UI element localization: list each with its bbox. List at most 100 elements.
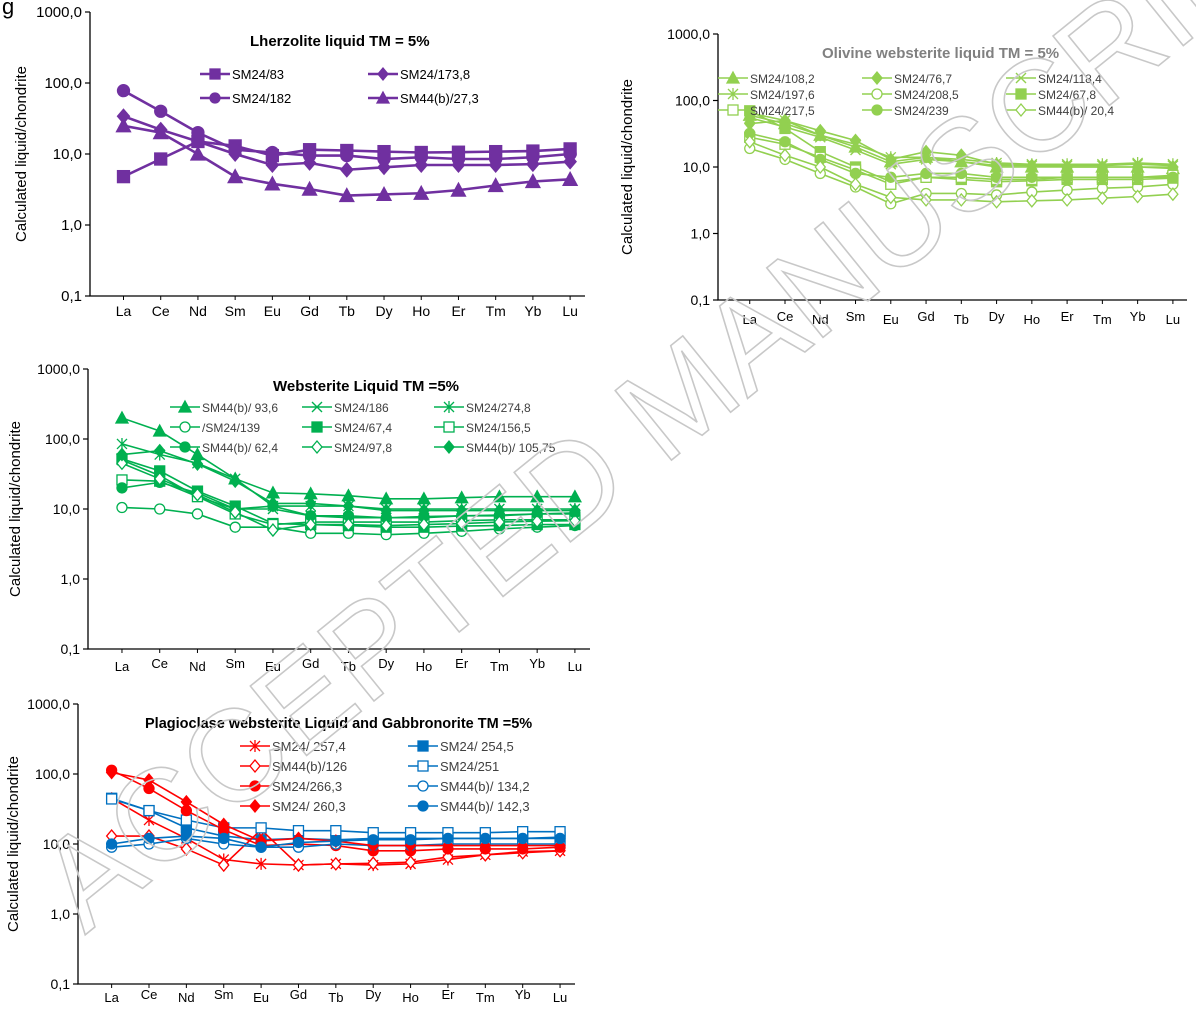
data-point [849,167,862,180]
data-point [414,150,428,164]
legend-marker [417,780,429,792]
legend-marker [311,421,323,433]
data-point [380,503,393,518]
data-point [267,496,279,511]
data-point [255,841,267,853]
legend-label-sm24-76-7: SM24/76,7 [894,72,952,86]
x-tick-label-tm: Tm [486,303,506,319]
x-tick-label-la: La [104,990,119,1005]
data-point [455,503,468,518]
data-point [116,169,131,184]
data-point [375,186,393,202]
data-point [116,501,128,514]
data-point [191,125,205,140]
legend-label-sm24-83: SM24/83 [232,67,284,82]
series-sm24-197-6 [744,106,1179,171]
data-point [1096,191,1109,206]
legend-label-sm24-239: SM24/239 [894,104,949,118]
data-point [342,499,355,514]
series-sm44-b-20-4 [743,134,1179,209]
x-tick-label-lu: Lu [562,303,578,319]
chart-svg: 0,1 1,0 10,0 100,0 1000,0 La Ce Nd Sm Eu Gd Tb Dy Ho E… [5,696,575,1005]
x-tick-label-tm: Tm [490,659,509,674]
data-point [779,148,791,163]
y-tick-label: 1000,0 [37,361,80,377]
data-point [1096,171,1109,183]
data-point [569,513,581,528]
legend-marker [727,88,739,100]
data-point [517,832,529,845]
x-tick-label-ce: Ce [151,656,168,671]
legend-marker [249,758,261,774]
x-tick-label-yb: Yb [1130,309,1146,324]
data-point [292,836,305,849]
x-tick-label-eu: Eu [265,659,281,674]
x-tick-label-gd: Gd [917,309,934,324]
data-point [920,167,932,180]
data-point [380,518,393,533]
data-point [330,835,342,847]
x-tick-label-tb: Tb [341,659,356,674]
series-sm24-239 [744,127,1179,183]
legend-marker [725,70,741,84]
data-point [814,159,827,175]
legend-label-sm24-260-3: SM24/ 260,3 [272,799,346,814]
legend-label-sm24-257-4: SM24/ 257,4 [272,739,346,754]
x-tick-label-ce: Ce [777,309,794,324]
data-point [1167,158,1179,171]
data-point [990,171,1003,183]
x-tick-label-er: Er [1061,309,1075,324]
data-point [143,773,155,788]
data-point [562,170,579,186]
legend-label-sm24-173-8: SM24/173,8 [400,67,470,82]
data-point [180,841,193,856]
series-sm44-b-27-3 [115,117,579,203]
legend-marker [1015,72,1027,84]
data-point [338,187,355,203]
legend-marker [209,92,221,104]
data-point [849,177,862,192]
data-point [191,487,204,502]
legend-marker [377,66,389,82]
data-point [342,517,355,532]
data-point [487,177,504,193]
x-tick-label-yb: Yb [529,656,545,671]
legend-label-sm24-182: SM24/182 [232,91,291,106]
legend-label-sm44-b-27-3: SM44(b)/27,3 [400,91,479,106]
legend-marker [1015,102,1027,118]
y-tick-label: 1,0 [61,217,82,234]
legend-marker [443,401,455,413]
data-point [180,814,193,826]
data-point [850,138,861,151]
data-point [418,517,430,532]
legend-marker [179,421,191,433]
data-point [779,122,791,135]
chart-websterite: 0,1 1,0 10,0 100,0 1000,0 La Ce Nd Sm Eu Gd Tb Dy Ho E… [0,355,600,680]
chart-lherzolite: 0,1 1,0 10,0 100,0 1000,0 La Ce Nd Sm Eu Gd Tb Dy Ho E… [0,0,600,320]
data-point [990,194,1003,209]
chart-olivine-websterite: 0,1 1,0 10,0 100,0 1000,0 La Ce Nd Sm Eu Gd Tb Dy Ho E… [612,14,1196,334]
x-tick-label-dy: Dy [365,987,381,1002]
data-point [1132,156,1144,169]
data-point [302,148,317,163]
chart-title: Plagioclase websterite Liquid and Gabbro… [145,716,532,732]
data-point [884,190,897,205]
legend-label-sm44-b-20-4: SM44(b)/ 20,4 [1038,104,1114,118]
data-point [114,410,130,424]
legend-label-sm24-97-8: SM24/97,8 [334,441,392,455]
data-point [217,817,230,832]
legend-label-sm24-254-5: SM24/ 254,5 [440,739,514,754]
y-tick-label: 0,1 [51,976,71,992]
x-tick-label-nd: Nd [812,312,829,327]
x-tick-label-lu: Lu [568,659,582,674]
data-point [955,153,967,166]
data-point [489,152,503,166]
data-point [454,490,469,504]
legend-marker [249,740,261,752]
data-point [105,793,118,805]
series-sm24-251 [105,793,566,839]
x-tick-label-nd: Nd [189,303,207,319]
series-sm24-182 [116,84,577,166]
data-point [404,834,417,846]
data-point [154,104,168,118]
